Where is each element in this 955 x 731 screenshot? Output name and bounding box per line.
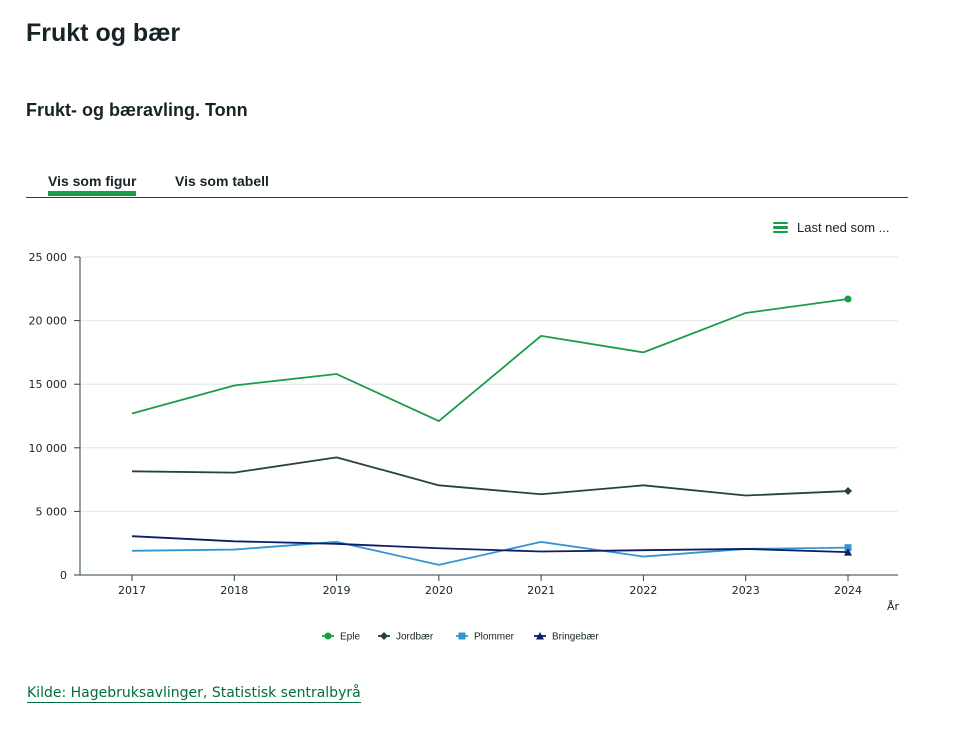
y-tick-label: 15 000 bbox=[29, 378, 68, 391]
x-tick-label: 2018 bbox=[220, 584, 248, 597]
legend-label-jordbaer: Jordbær bbox=[396, 632, 434, 643]
legend-marker-plommer bbox=[458, 632, 466, 640]
x-tick-label: 2023 bbox=[732, 584, 760, 597]
series-marker-jordbaer bbox=[844, 487, 852, 496]
y-tick-label: 25 000 bbox=[29, 251, 68, 264]
series-marker-bringebaer bbox=[844, 548, 852, 556]
series-line-eple bbox=[131, 298, 849, 422]
y-tick-label: 0 bbox=[60, 569, 67, 582]
menu-icon bbox=[773, 221, 788, 234]
legend-marker-jordbaer bbox=[380, 632, 388, 640]
download-label: Last ned som ... bbox=[797, 220, 890, 235]
series-line-bringebaer bbox=[131, 535, 849, 554]
tab-table[interactable]: Vis som tabell bbox=[175, 173, 269, 189]
y-tick-label: 20 000 bbox=[29, 315, 68, 328]
x-tick-label: 2019 bbox=[323, 584, 351, 597]
legend-label-plommer: Plommer bbox=[474, 632, 515, 643]
x-tick-label: 2020 bbox=[425, 584, 453, 597]
series-marker-eple bbox=[844, 295, 852, 303]
page-title: Frukt og bær bbox=[26, 19, 181, 47]
legend-label-eple: Eple bbox=[340, 632, 360, 643]
x-tick-label: 2021 bbox=[527, 584, 555, 597]
source-link[interactable]: Kilde: Hagebruksavlinger, Statistisk sen… bbox=[27, 685, 361, 703]
line-chart: 0 5 000 10 000 15 000 20 000 25 000 2017 2018 20… bbox=[29, 251, 900, 643]
y-tick-label: 5 000 bbox=[36, 505, 68, 518]
view-tabs: Vis som figur Vis som tabell bbox=[26, 168, 908, 198]
series-line-plommer bbox=[131, 541, 849, 566]
x-axis-title: År bbox=[887, 600, 900, 613]
tab-figure[interactable]: Vis som figur bbox=[48, 173, 137, 196]
x-tick-label: 2022 bbox=[629, 584, 657, 597]
chart-heading: Frukt- og bæravling. Tonn bbox=[26, 100, 248, 120]
x-tick-label: 2024 bbox=[834, 584, 862, 597]
series-marker-plommer bbox=[844, 544, 852, 552]
x-tick-label: 2017 bbox=[118, 584, 146, 597]
y-tick-label: 10 000 bbox=[29, 442, 68, 455]
legend-label-bringebaer: Bringebær bbox=[552, 632, 599, 643]
series-line-jordbaer bbox=[131, 456, 849, 497]
legend-marker-bringebaer bbox=[536, 632, 544, 640]
legend-marker-eple bbox=[324, 632, 332, 640]
download-button[interactable]: Last ned som ... bbox=[773, 220, 890, 235]
